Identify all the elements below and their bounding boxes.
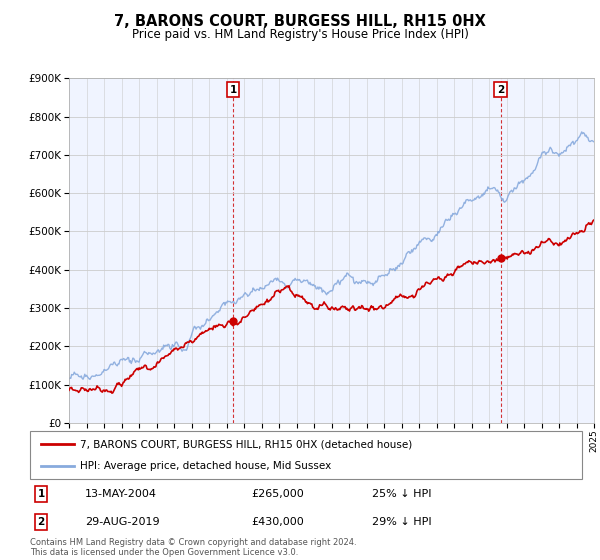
Text: 29-AUG-2019: 29-AUG-2019 bbox=[85, 517, 160, 527]
Text: 29% ↓ HPI: 29% ↓ HPI bbox=[372, 517, 432, 527]
Text: Price paid vs. HM Land Registry's House Price Index (HPI): Price paid vs. HM Land Registry's House … bbox=[131, 28, 469, 41]
Text: 25% ↓ HPI: 25% ↓ HPI bbox=[372, 489, 432, 499]
Text: Contains HM Land Registry data © Crown copyright and database right 2024.
This d: Contains HM Land Registry data © Crown c… bbox=[30, 538, 356, 557]
Text: 1: 1 bbox=[229, 85, 236, 95]
Text: 1: 1 bbox=[37, 489, 44, 499]
FancyBboxPatch shape bbox=[30, 431, 582, 479]
Text: 7, BARONS COURT, BURGESS HILL, RH15 0HX: 7, BARONS COURT, BURGESS HILL, RH15 0HX bbox=[114, 14, 486, 29]
Text: 2: 2 bbox=[497, 85, 504, 95]
Text: £265,000: £265,000 bbox=[251, 489, 304, 499]
Text: 7, BARONS COURT, BURGESS HILL, RH15 0HX (detached house): 7, BARONS COURT, BURGESS HILL, RH15 0HX … bbox=[80, 439, 412, 449]
Text: £430,000: £430,000 bbox=[251, 517, 304, 527]
Text: 2: 2 bbox=[37, 517, 44, 527]
Text: 13-MAY-2004: 13-MAY-2004 bbox=[85, 489, 157, 499]
Text: HPI: Average price, detached house, Mid Sussex: HPI: Average price, detached house, Mid … bbox=[80, 461, 331, 471]
